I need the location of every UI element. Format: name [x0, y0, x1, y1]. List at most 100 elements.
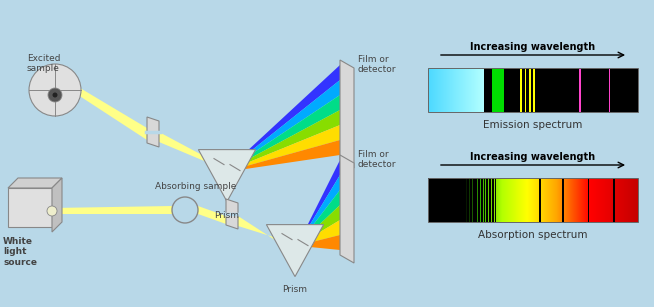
Bar — [552, 178, 553, 222]
Bar — [621, 178, 622, 222]
Bar — [454, 178, 455, 222]
Bar — [556, 178, 557, 222]
Bar — [558, 178, 559, 222]
Bar — [519, 178, 520, 222]
Bar — [468, 68, 469, 112]
Bar — [534, 178, 535, 222]
Bar — [440, 178, 441, 222]
Bar — [506, 178, 507, 222]
Bar — [564, 178, 565, 222]
Bar — [598, 178, 599, 222]
Bar — [470, 68, 471, 112]
Bar — [449, 178, 450, 222]
Bar — [587, 178, 589, 222]
Bar — [466, 178, 467, 222]
Bar — [577, 178, 578, 222]
Polygon shape — [266, 225, 324, 277]
Bar — [561, 178, 562, 222]
Bar — [617, 178, 618, 222]
Bar — [443, 178, 444, 222]
Bar — [473, 178, 475, 222]
Bar — [464, 178, 466, 222]
Bar — [569, 178, 570, 222]
Bar — [509, 178, 510, 222]
Circle shape — [47, 206, 57, 216]
Bar — [583, 178, 584, 222]
Bar — [518, 178, 519, 222]
Bar — [454, 68, 455, 112]
Bar — [502, 178, 503, 222]
Bar — [467, 68, 468, 112]
Bar — [623, 178, 624, 222]
Bar — [628, 178, 629, 222]
Polygon shape — [238, 216, 283, 240]
Polygon shape — [198, 206, 226, 224]
Bar — [483, 68, 484, 112]
Polygon shape — [300, 205, 340, 244]
Bar — [446, 68, 447, 112]
Bar — [511, 178, 512, 222]
Text: Film or
detector: Film or detector — [358, 150, 396, 169]
Bar — [466, 68, 467, 112]
Bar — [483, 178, 484, 222]
Bar — [548, 178, 549, 222]
Bar — [500, 178, 501, 222]
Bar — [497, 178, 498, 222]
Bar — [442, 178, 443, 222]
Bar — [444, 68, 445, 112]
Bar — [475, 178, 476, 222]
Bar — [533, 178, 534, 222]
Bar — [464, 178, 465, 222]
Bar — [482, 68, 483, 112]
Bar — [524, 178, 525, 222]
Bar — [433, 68, 434, 112]
Bar — [450, 68, 451, 112]
Bar — [505, 178, 506, 222]
Bar — [635, 178, 636, 222]
Bar — [479, 178, 480, 222]
Bar — [609, 178, 610, 222]
Bar — [456, 178, 457, 222]
Bar — [513, 178, 514, 222]
Bar — [470, 178, 472, 222]
Bar — [431, 178, 432, 222]
Bar — [457, 68, 458, 112]
Bar — [547, 178, 548, 222]
Bar — [484, 178, 485, 222]
Bar — [428, 178, 429, 222]
Bar — [596, 178, 597, 222]
Bar — [579, 178, 580, 222]
Bar — [438, 68, 439, 112]
Bar — [516, 178, 517, 222]
Bar — [571, 178, 572, 222]
Bar — [446, 178, 447, 222]
Circle shape — [48, 88, 62, 102]
Bar — [445, 178, 446, 222]
Bar — [460, 68, 461, 112]
Bar — [594, 178, 595, 222]
Bar — [543, 178, 544, 222]
Bar — [607, 178, 608, 222]
Bar — [539, 178, 540, 222]
Bar — [490, 178, 491, 222]
Bar — [451, 68, 452, 112]
Bar — [580, 178, 581, 222]
Bar — [479, 68, 480, 112]
Bar — [465, 178, 466, 222]
Bar — [517, 178, 518, 222]
Bar — [540, 178, 541, 222]
Bar — [600, 178, 601, 222]
Bar — [591, 178, 592, 222]
Bar — [471, 178, 472, 222]
Bar — [567, 178, 568, 222]
Bar — [448, 178, 449, 222]
Bar — [608, 178, 609, 222]
Bar — [618, 178, 619, 222]
Bar — [455, 178, 456, 222]
Bar — [450, 178, 451, 222]
Bar — [528, 178, 529, 222]
Bar — [481, 178, 482, 222]
Bar — [456, 68, 457, 112]
Bar — [441, 178, 442, 222]
Bar — [442, 68, 443, 112]
